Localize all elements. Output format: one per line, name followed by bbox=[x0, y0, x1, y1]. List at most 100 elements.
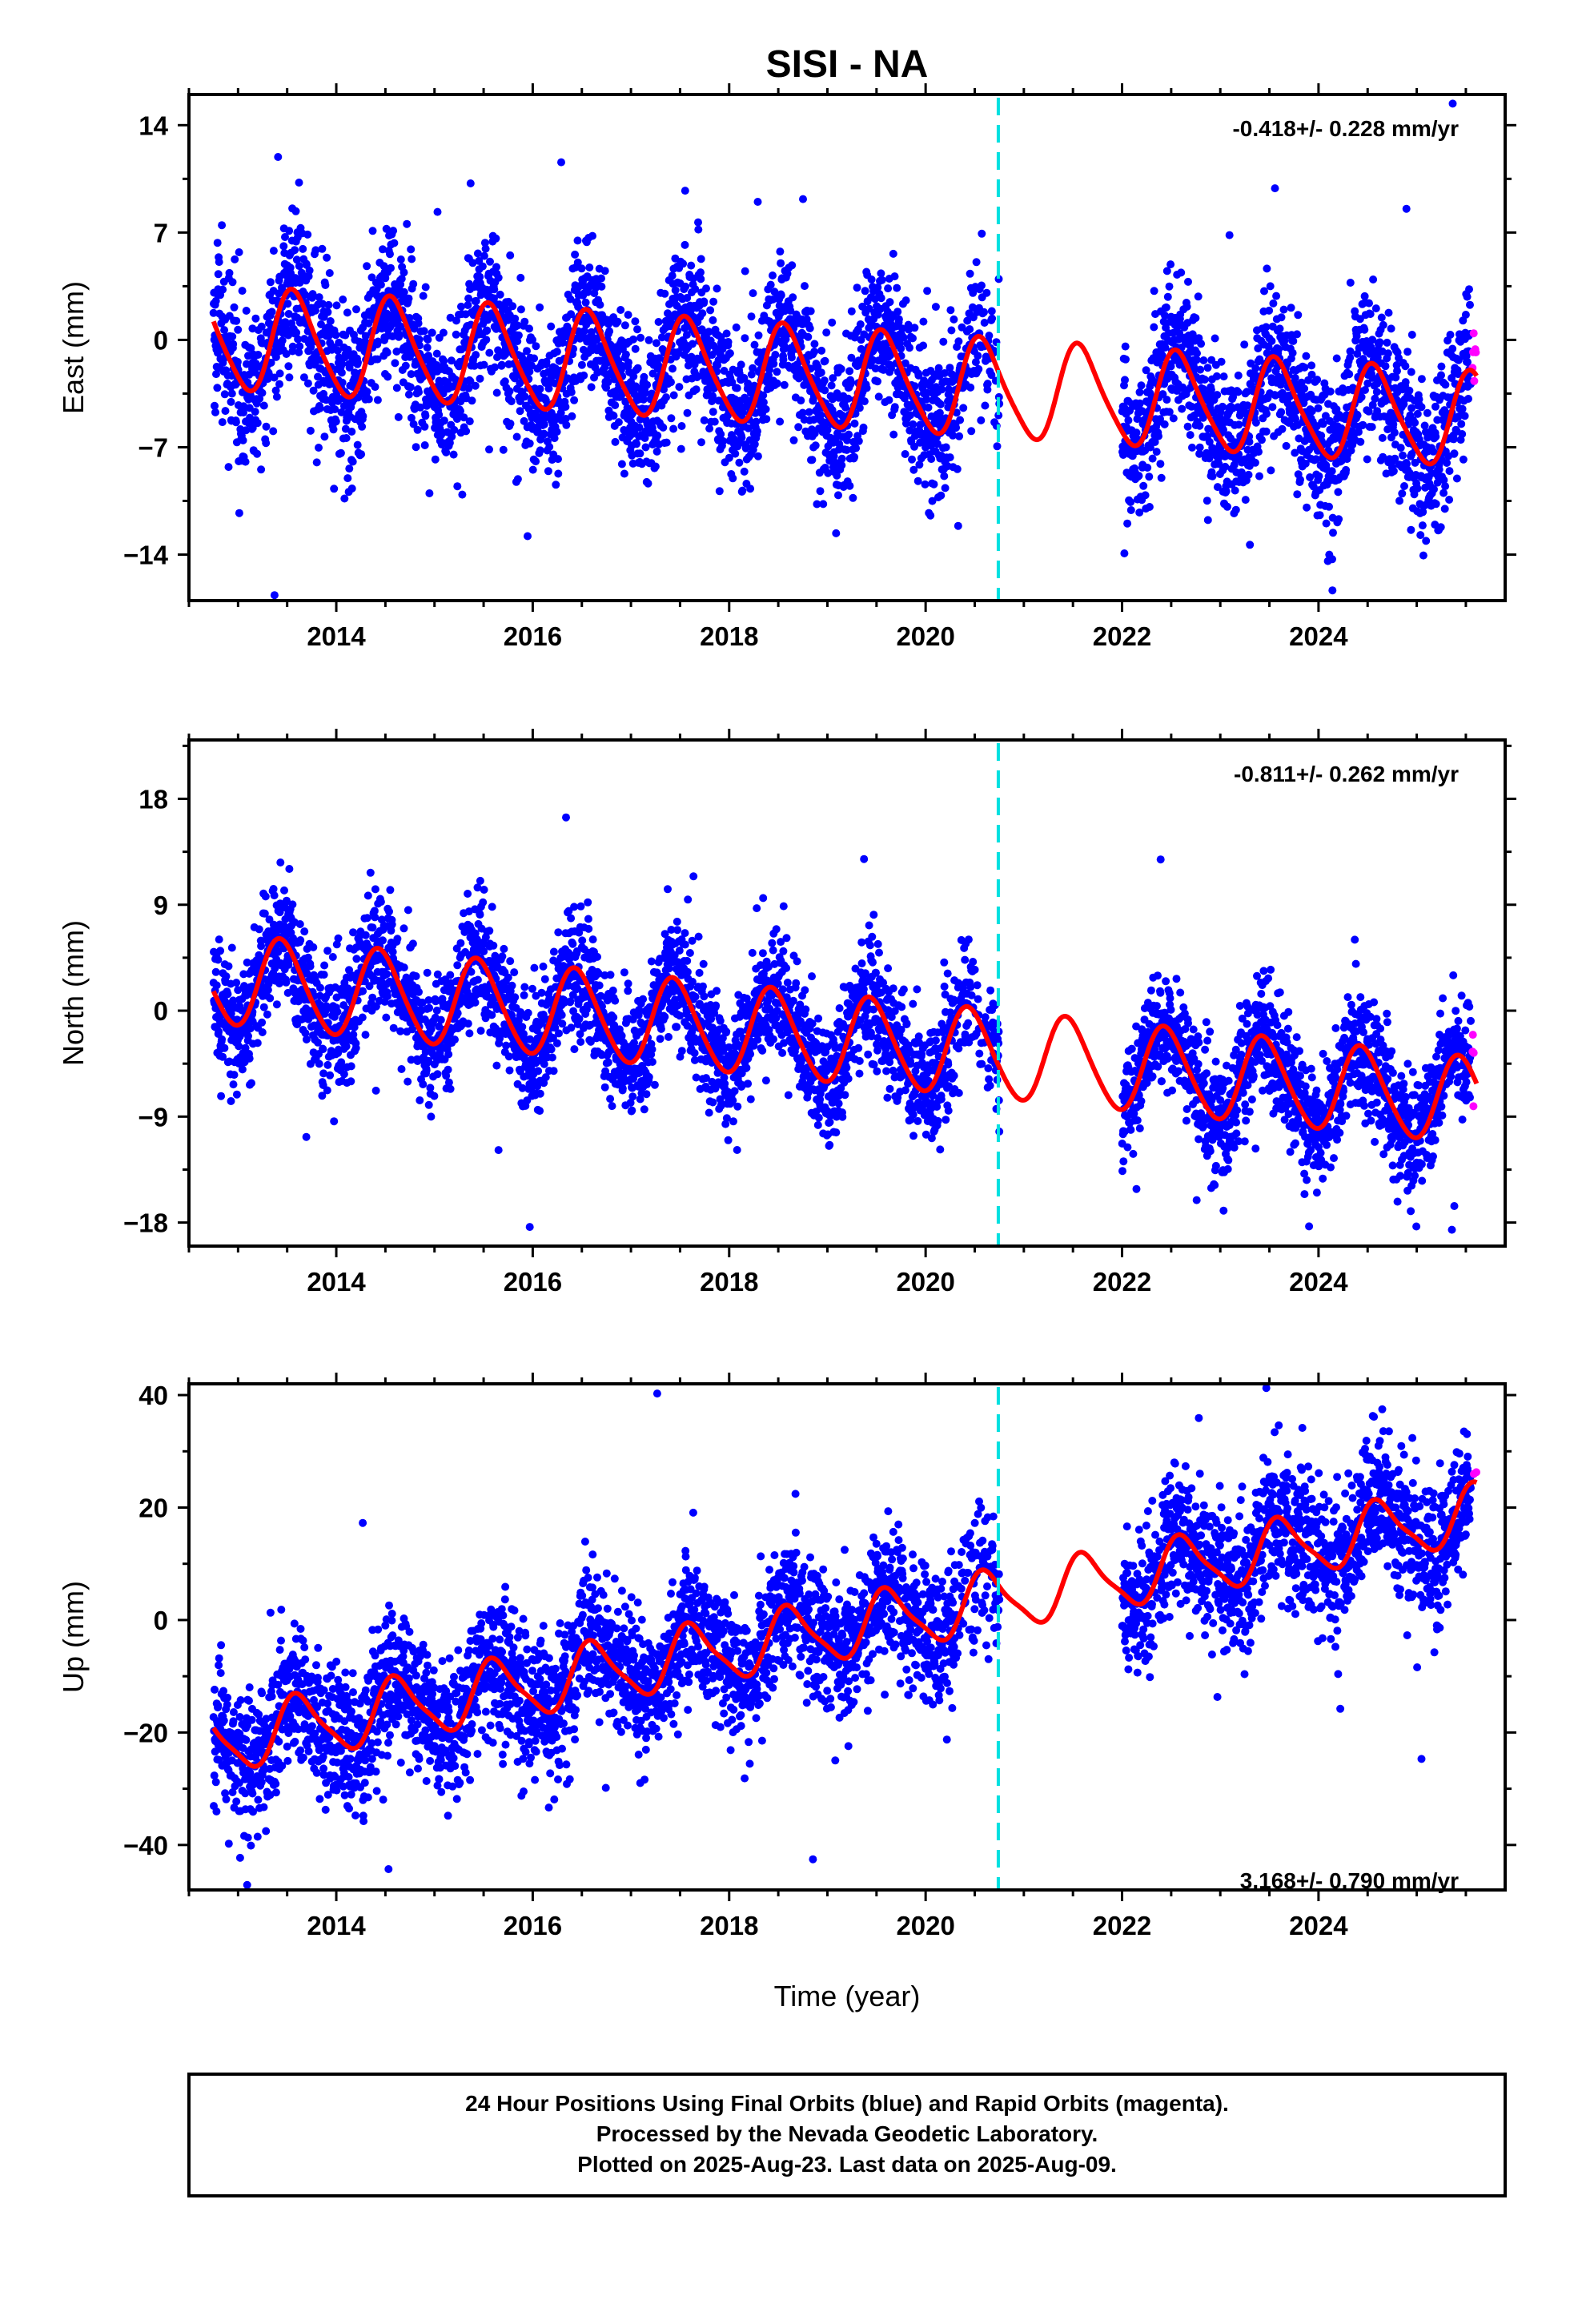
final-orbit-point bbox=[472, 296, 480, 305]
final-orbit-point bbox=[926, 511, 935, 520]
final-orbit-point bbox=[1195, 443, 1204, 452]
final-orbit-point bbox=[263, 986, 272, 995]
final-orbit-point bbox=[421, 283, 430, 292]
final-orbit-point bbox=[229, 996, 238, 1005]
final-orbit-point bbox=[789, 436, 798, 444]
final-orbit-point bbox=[1134, 472, 1143, 480]
final-orbit-point bbox=[805, 408, 813, 416]
final-orbit-point bbox=[600, 267, 609, 275]
final-orbit-point bbox=[715, 487, 724, 496]
final-orbit-point bbox=[1219, 425, 1227, 434]
final-orbit-point bbox=[1263, 264, 1271, 273]
final-orbit-point bbox=[1401, 378, 1410, 387]
x-tick-label: 2018 bbox=[700, 621, 758, 651]
final-orbit-point bbox=[766, 280, 775, 289]
final-orbit-point bbox=[567, 388, 576, 396]
final-orbit-point bbox=[828, 318, 837, 327]
final-orbit-point bbox=[232, 316, 241, 325]
final-orbit-point bbox=[753, 452, 762, 460]
final-orbit-point bbox=[1430, 485, 1438, 493]
final-orbit-point bbox=[246, 1024, 255, 1033]
final-orbit-point bbox=[787, 353, 796, 362]
final-orbit-point bbox=[561, 403, 570, 411]
final-orbit-point bbox=[312, 458, 321, 467]
final-orbit-point bbox=[633, 364, 642, 372]
final-orbit-point bbox=[385, 907, 393, 916]
final-orbit-point bbox=[215, 258, 223, 267]
final-orbit-point bbox=[473, 249, 482, 258]
final-orbit-point bbox=[314, 372, 322, 381]
final-orbit-point bbox=[877, 275, 886, 284]
chart-title: SISI - NA bbox=[766, 43, 929, 86]
final-orbit-point bbox=[604, 378, 612, 387]
final-orbit-point bbox=[777, 259, 785, 267]
final-orbit-point bbox=[580, 371, 588, 380]
final-orbit-point bbox=[1267, 336, 1276, 345]
final-orbit-point bbox=[609, 412, 618, 420]
final-orbit-point bbox=[516, 305, 525, 314]
final-orbit-point bbox=[810, 340, 819, 348]
final-orbit-point bbox=[431, 455, 440, 464]
final-orbit-point bbox=[1287, 304, 1295, 312]
final-orbit-point bbox=[1367, 423, 1376, 432]
final-orbit-point bbox=[1243, 388, 1251, 396]
y-tick-label: 0 bbox=[154, 325, 168, 355]
final-orbit-point bbox=[765, 365, 773, 374]
final-orbit-point bbox=[750, 340, 759, 349]
final-orbit-point bbox=[409, 279, 418, 288]
final-orbit-point bbox=[635, 423, 644, 432]
final-orbit-point bbox=[937, 491, 946, 500]
final-orbit-point bbox=[1243, 401, 1252, 410]
final-orbit-point bbox=[1200, 376, 1209, 384]
final-orbit-point bbox=[1407, 331, 1416, 339]
final-orbit-point bbox=[376, 280, 385, 289]
final-orbit-point bbox=[1121, 376, 1129, 384]
x-tick-label: 2016 bbox=[504, 621, 562, 651]
final-orbit-point bbox=[1315, 511, 1324, 520]
final-orbit-point bbox=[343, 308, 351, 317]
final-orbit-point bbox=[227, 943, 236, 952]
final-orbit-point bbox=[897, 344, 905, 353]
final-orbit-point bbox=[816, 487, 825, 496]
final-orbit-point bbox=[516, 744, 524, 752]
final-orbit-point bbox=[340, 494, 349, 503]
final-orbit-point bbox=[1458, 430, 1467, 438]
final-orbit-point bbox=[636, 449, 644, 458]
final-orbit-point bbox=[823, 426, 832, 434]
final-orbit-point bbox=[470, 361, 479, 370]
y-tick-label: −7 bbox=[138, 432, 168, 462]
final-orbit-point bbox=[1139, 481, 1148, 490]
final-orbit-point bbox=[319, 971, 328, 979]
final-orbit-point bbox=[525, 324, 533, 333]
final-orbit-point bbox=[596, 300, 604, 309]
final-orbit-point bbox=[640, 372, 648, 381]
final-orbit-point bbox=[811, 441, 820, 450]
final-orbit-point bbox=[491, 363, 499, 372]
final-orbit-point bbox=[1360, 292, 1369, 300]
final-orbit-point bbox=[1187, 402, 1196, 411]
final-orbit-point bbox=[683, 294, 692, 302]
final-orbit-point bbox=[1160, 420, 1169, 428]
final-orbit-point bbox=[275, 979, 283, 987]
final-orbit-point bbox=[342, 434, 351, 442]
final-orbit-point bbox=[242, 426, 251, 435]
final-orbit-point bbox=[617, 361, 626, 370]
final-orbit-point bbox=[994, 411, 1003, 420]
final-orbit-point bbox=[762, 415, 771, 424]
final-orbit-point bbox=[717, 430, 725, 439]
final-orbit-point bbox=[1217, 357, 1226, 366]
final-orbit-point bbox=[855, 404, 864, 412]
final-orbit-point bbox=[224, 962, 233, 971]
final-orbit-point bbox=[1154, 432, 1162, 440]
final-orbit-point bbox=[1262, 323, 1271, 332]
final-orbit-point bbox=[822, 328, 831, 337]
final-orbit-point bbox=[671, 286, 680, 295]
final-orbit-point bbox=[1371, 304, 1380, 313]
final-orbit-point bbox=[1393, 367, 1401, 376]
final-orbit-point bbox=[215, 935, 223, 944]
final-orbit-point bbox=[272, 392, 281, 401]
final-orbit-point bbox=[285, 865, 294, 873]
final-orbit-point bbox=[257, 465, 266, 474]
final-orbit-point bbox=[251, 408, 259, 416]
final-orbit-point bbox=[817, 368, 825, 377]
